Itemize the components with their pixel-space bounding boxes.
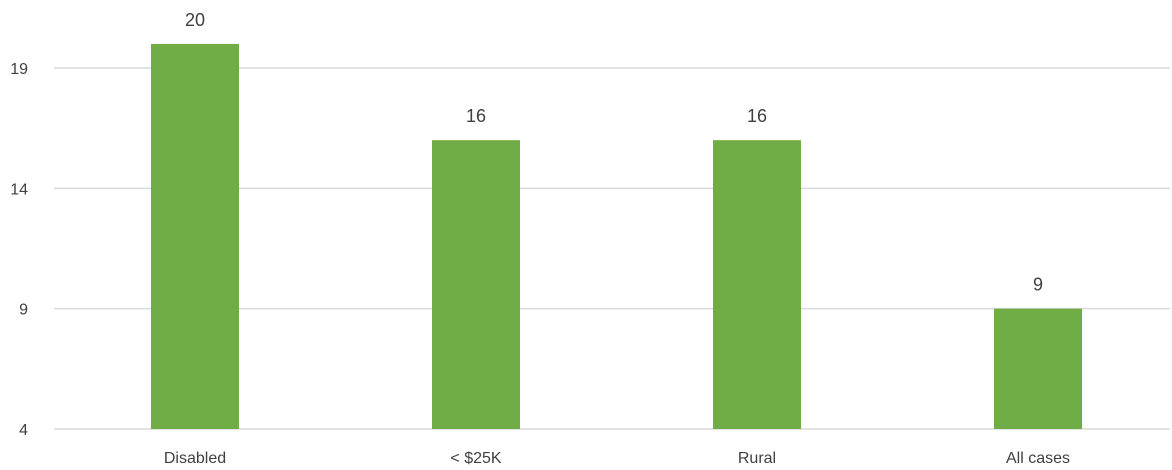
y-axis-tick-labels: 4 9 14 19 xyxy=(10,61,28,439)
x-tick-label: < $25K xyxy=(450,450,501,467)
bar-0 xyxy=(151,43,239,429)
y-tick-label: 9 xyxy=(19,302,28,319)
data-label: 16 xyxy=(747,106,767,126)
data-label: 16 xyxy=(466,106,486,126)
gridlines xyxy=(54,67,1170,430)
x-tick-label: All cases xyxy=(1006,450,1070,467)
data-labels: 20 16 16 9 xyxy=(185,10,1043,295)
data-label: 20 xyxy=(185,10,205,30)
y-tick-label: 4 xyxy=(19,422,28,439)
bar-2 xyxy=(713,140,801,429)
bars xyxy=(151,43,1082,429)
y-tick-label: 14 xyxy=(10,181,28,198)
x-tick-label: Disabled xyxy=(164,450,226,467)
x-tick-label: Rural xyxy=(738,450,776,467)
bar-1 xyxy=(432,140,520,429)
data-label: 9 xyxy=(1033,275,1043,295)
bar-3 xyxy=(994,308,1082,429)
x-axis-tick-labels: Disabled < $25K Rural All cases xyxy=(164,450,1070,467)
y-tick-label: 19 xyxy=(10,61,28,78)
